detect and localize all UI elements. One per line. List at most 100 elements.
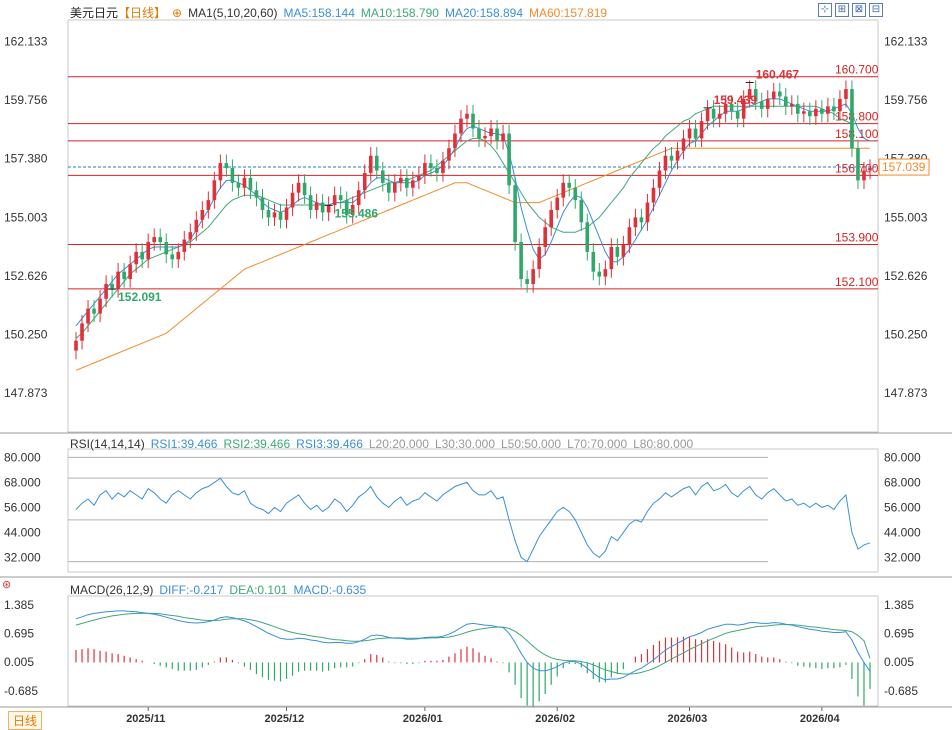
crosshair-icon[interactable]: ⊛ bbox=[2, 579, 12, 591]
candle-body[interactable] bbox=[477, 128, 481, 139]
candle-body[interactable] bbox=[224, 163, 229, 169]
candle-body[interactable] bbox=[284, 207, 289, 220]
expand-icon[interactable]: ⊹ bbox=[818, 3, 832, 17]
candle-body[interactable] bbox=[585, 222, 590, 252]
candle-body[interactable] bbox=[344, 200, 349, 215]
candle-body[interactable] bbox=[501, 133, 505, 141]
candle-body[interactable] bbox=[675, 150, 680, 161]
candle-body[interactable] bbox=[170, 254, 175, 260]
candle-body[interactable] bbox=[146, 242, 150, 260]
candle-body[interactable] bbox=[531, 269, 535, 284]
candle-body[interactable] bbox=[561, 182, 566, 198]
candle-body[interactable] bbox=[850, 89, 854, 149]
candle-body[interactable] bbox=[368, 155, 373, 173]
candle-body[interactable] bbox=[525, 279, 529, 284]
period-tag[interactable]: 日线 bbox=[8, 711, 43, 730]
candle-body[interactable] bbox=[74, 340, 78, 351]
candle-body[interactable] bbox=[429, 163, 433, 169]
candle-body[interactable] bbox=[639, 217, 644, 223]
candle-body[interactable] bbox=[579, 200, 584, 223]
candle-body[interactable] bbox=[783, 96, 788, 107]
candle-body[interactable] bbox=[759, 101, 764, 109]
candle-body[interactable] bbox=[453, 133, 457, 149]
candle-body[interactable] bbox=[86, 308, 90, 324]
candle-body[interactable] bbox=[489, 128, 493, 136]
close-icon[interactable]: ⊟ bbox=[869, 3, 883, 17]
candle-body[interactable] bbox=[609, 246, 614, 270]
candle-body[interactable] bbox=[645, 202, 650, 223]
candle-body[interactable] bbox=[693, 128, 698, 139]
candle-body[interactable] bbox=[459, 118, 463, 134]
candle-body[interactable] bbox=[399, 177, 403, 183]
candle-body[interactable] bbox=[338, 195, 343, 201]
candle-body[interactable] bbox=[826, 106, 830, 114]
candle-body[interactable] bbox=[405, 177, 409, 188]
candle-body[interactable] bbox=[621, 244, 626, 257]
candle-body[interactable] bbox=[128, 264, 132, 280]
candle-body[interactable] bbox=[814, 108, 818, 117]
candle-body[interactable] bbox=[272, 212, 277, 218]
candle-body[interactable] bbox=[808, 111, 812, 117]
candle-body[interactable] bbox=[567, 182, 572, 188]
candle-body[interactable] bbox=[597, 271, 602, 277]
macd-label[interactable]: MACD(26,12,9) bbox=[70, 583, 154, 597]
candle-body[interactable] bbox=[777, 91, 782, 97]
candle-body[interactable] bbox=[441, 160, 445, 173]
candle-body[interactable] bbox=[471, 113, 475, 129]
candle-body[interactable] bbox=[651, 187, 656, 203]
rsi-label[interactable]: RSI(14,14,14) bbox=[70, 437, 145, 451]
candle-body[interactable] bbox=[802, 111, 806, 114]
candle-body[interactable] bbox=[717, 113, 722, 119]
candle-body[interactable] bbox=[326, 205, 331, 213]
candle-body[interactable] bbox=[380, 170, 385, 183]
candle-body[interactable] bbox=[573, 187, 578, 201]
candle-body[interactable] bbox=[194, 219, 199, 233]
candle-body[interactable] bbox=[80, 323, 84, 341]
candle-body[interactable] bbox=[868, 168, 872, 171]
candle-body[interactable] bbox=[483, 135, 487, 139]
candle-body[interactable] bbox=[411, 180, 415, 188]
candle-body[interactable] bbox=[218, 163, 223, 181]
candle-body[interactable] bbox=[723, 103, 728, 114]
candle-body[interactable] bbox=[242, 177, 247, 188]
candle-body[interactable] bbox=[182, 239, 187, 252]
candle-body[interactable] bbox=[796, 103, 800, 114]
candle-body[interactable] bbox=[513, 185, 517, 243]
candle-body[interactable] bbox=[104, 283, 108, 299]
candle-body[interactable] bbox=[236, 182, 241, 188]
candle-body[interactable] bbox=[374, 155, 379, 171]
candle-body[interactable] bbox=[423, 163, 427, 176]
candle-body[interactable] bbox=[663, 155, 668, 171]
candle-body[interactable] bbox=[627, 227, 632, 245]
candle-body[interactable] bbox=[555, 197, 560, 210]
fullscreen-icon[interactable]: ⊞ bbox=[835, 3, 849, 17]
candle-body[interactable] bbox=[838, 98, 842, 112]
candle-body[interactable] bbox=[862, 170, 866, 181]
candle-body[interactable] bbox=[765, 98, 770, 109]
candle-body[interactable] bbox=[350, 205, 355, 215]
candle-body[interactable] bbox=[633, 217, 638, 228]
candle-body[interactable] bbox=[188, 232, 193, 240]
candle-body[interactable] bbox=[669, 155, 674, 161]
candle-body[interactable] bbox=[164, 242, 169, 255]
candle-body[interactable] bbox=[266, 209, 271, 218]
candle-body[interactable] bbox=[711, 108, 716, 119]
candle-body[interactable] bbox=[386, 182, 391, 193]
candle-body[interactable] bbox=[254, 190, 259, 198]
candle-body[interactable] bbox=[290, 192, 295, 208]
candle-body[interactable] bbox=[844, 89, 848, 99]
candle-body[interactable] bbox=[753, 89, 758, 102]
zoom-out-icon[interactable]: ⊠ bbox=[852, 3, 866, 17]
candle-body[interactable] bbox=[260, 197, 265, 210]
candle-body[interactable] bbox=[212, 180, 217, 201]
candle-body[interactable] bbox=[519, 242, 523, 280]
candle-body[interactable] bbox=[741, 98, 746, 119]
candle-body[interactable] bbox=[699, 121, 704, 139]
candle-body[interactable] bbox=[134, 251, 138, 265]
candle-body[interactable] bbox=[110, 283, 114, 289]
candle-body[interactable] bbox=[681, 138, 686, 151]
candle-body[interactable] bbox=[248, 177, 253, 191]
candle-body[interactable] bbox=[158, 237, 163, 243]
candle-body[interactable] bbox=[308, 195, 313, 210]
candle-body[interactable] bbox=[537, 246, 541, 270]
